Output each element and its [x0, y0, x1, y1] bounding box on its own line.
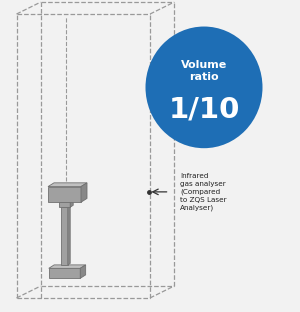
Polygon shape [48, 183, 87, 187]
Bar [49, 268, 80, 278]
Text: Volume
ratio: Volume ratio [181, 60, 227, 82]
Polygon shape [49, 265, 86, 268]
Text: Infrared
gas analyser
(Compared
to ZQS Laser
Analyser): Infrared gas analyser (Compared to ZQS L… [180, 173, 226, 211]
Polygon shape [70, 200, 73, 207]
Bar [61, 207, 68, 265]
Polygon shape [81, 183, 87, 202]
Bar [48, 187, 81, 202]
Polygon shape [68, 206, 70, 265]
Polygon shape [80, 265, 86, 278]
Text: 1/10: 1/10 [168, 95, 240, 123]
Bar [59, 202, 70, 207]
Circle shape [146, 27, 262, 148]
